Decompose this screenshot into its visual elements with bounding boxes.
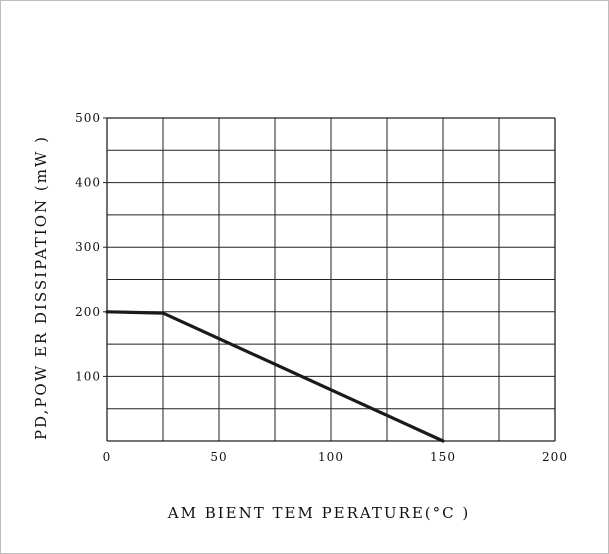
- tick-labels: 100 200 300 400 500 0 50 100 150 200: [75, 111, 568, 464]
- x-tick-label: 100: [318, 450, 344, 464]
- y-tick-label: 400: [75, 176, 101, 190]
- grid: [106, 117, 556, 442]
- x-axis-label: AM BIENT TEM PERATURE(°C ): [167, 504, 471, 522]
- x-tick-label: 200: [542, 450, 568, 464]
- x-tick-label: 150: [430, 450, 456, 464]
- x-tick-label: 0: [103, 450, 112, 464]
- y-tick-label: 500: [75, 111, 101, 125]
- y-tick-label: 200: [75, 305, 101, 319]
- x-tick-label: 50: [210, 450, 227, 464]
- data-series: [105, 310, 445, 443]
- y-tick-label: 300: [75, 240, 101, 254]
- y-tick-label: 100: [75, 369, 101, 383]
- series-line: [105, 310, 445, 443]
- y-axis-label: PD,POW ER DISSIPATION (mW ): [32, 135, 50, 440]
